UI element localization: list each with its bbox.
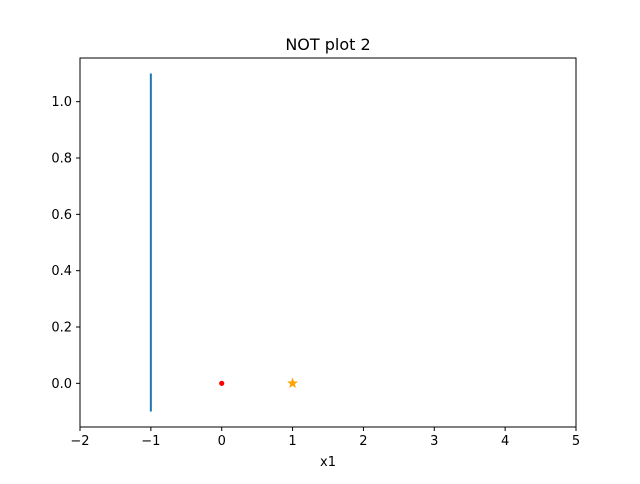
data-point-star xyxy=(286,377,299,389)
x-tick-label: −2 xyxy=(70,434,89,449)
y-axis: 0.0 0.2 0.4 0.6 0.8 1.0 xyxy=(51,95,80,392)
x-tick-label: 0 xyxy=(218,434,226,449)
y-tick-label: 0.4 xyxy=(51,264,72,279)
y-tick-label: 0.2 xyxy=(51,321,72,336)
x-tick-label: −1 xyxy=(141,434,160,449)
y-tick-label: 0.0 xyxy=(51,377,72,392)
y-tick-label: 1.0 xyxy=(51,95,72,110)
plot-series xyxy=(149,73,299,412)
y-tick-label: 0.6 xyxy=(51,208,72,223)
x-tick-label: 2 xyxy=(359,434,367,449)
x-tick-label: 1 xyxy=(288,434,296,449)
data-point-dot xyxy=(219,380,225,386)
x-tick-label: 5 xyxy=(572,434,580,449)
x-tick-label: 4 xyxy=(501,434,509,449)
x-axis: −2 −1 0 1 2 3 4 5 xyxy=(70,427,580,449)
chart-title: NOT plot 2 xyxy=(285,35,370,54)
y-tick-label: 0.8 xyxy=(51,151,72,166)
plot-frame xyxy=(79,57,577,428)
x-tick-label: 3 xyxy=(430,434,438,449)
x-axis-label: x1 xyxy=(320,455,336,470)
